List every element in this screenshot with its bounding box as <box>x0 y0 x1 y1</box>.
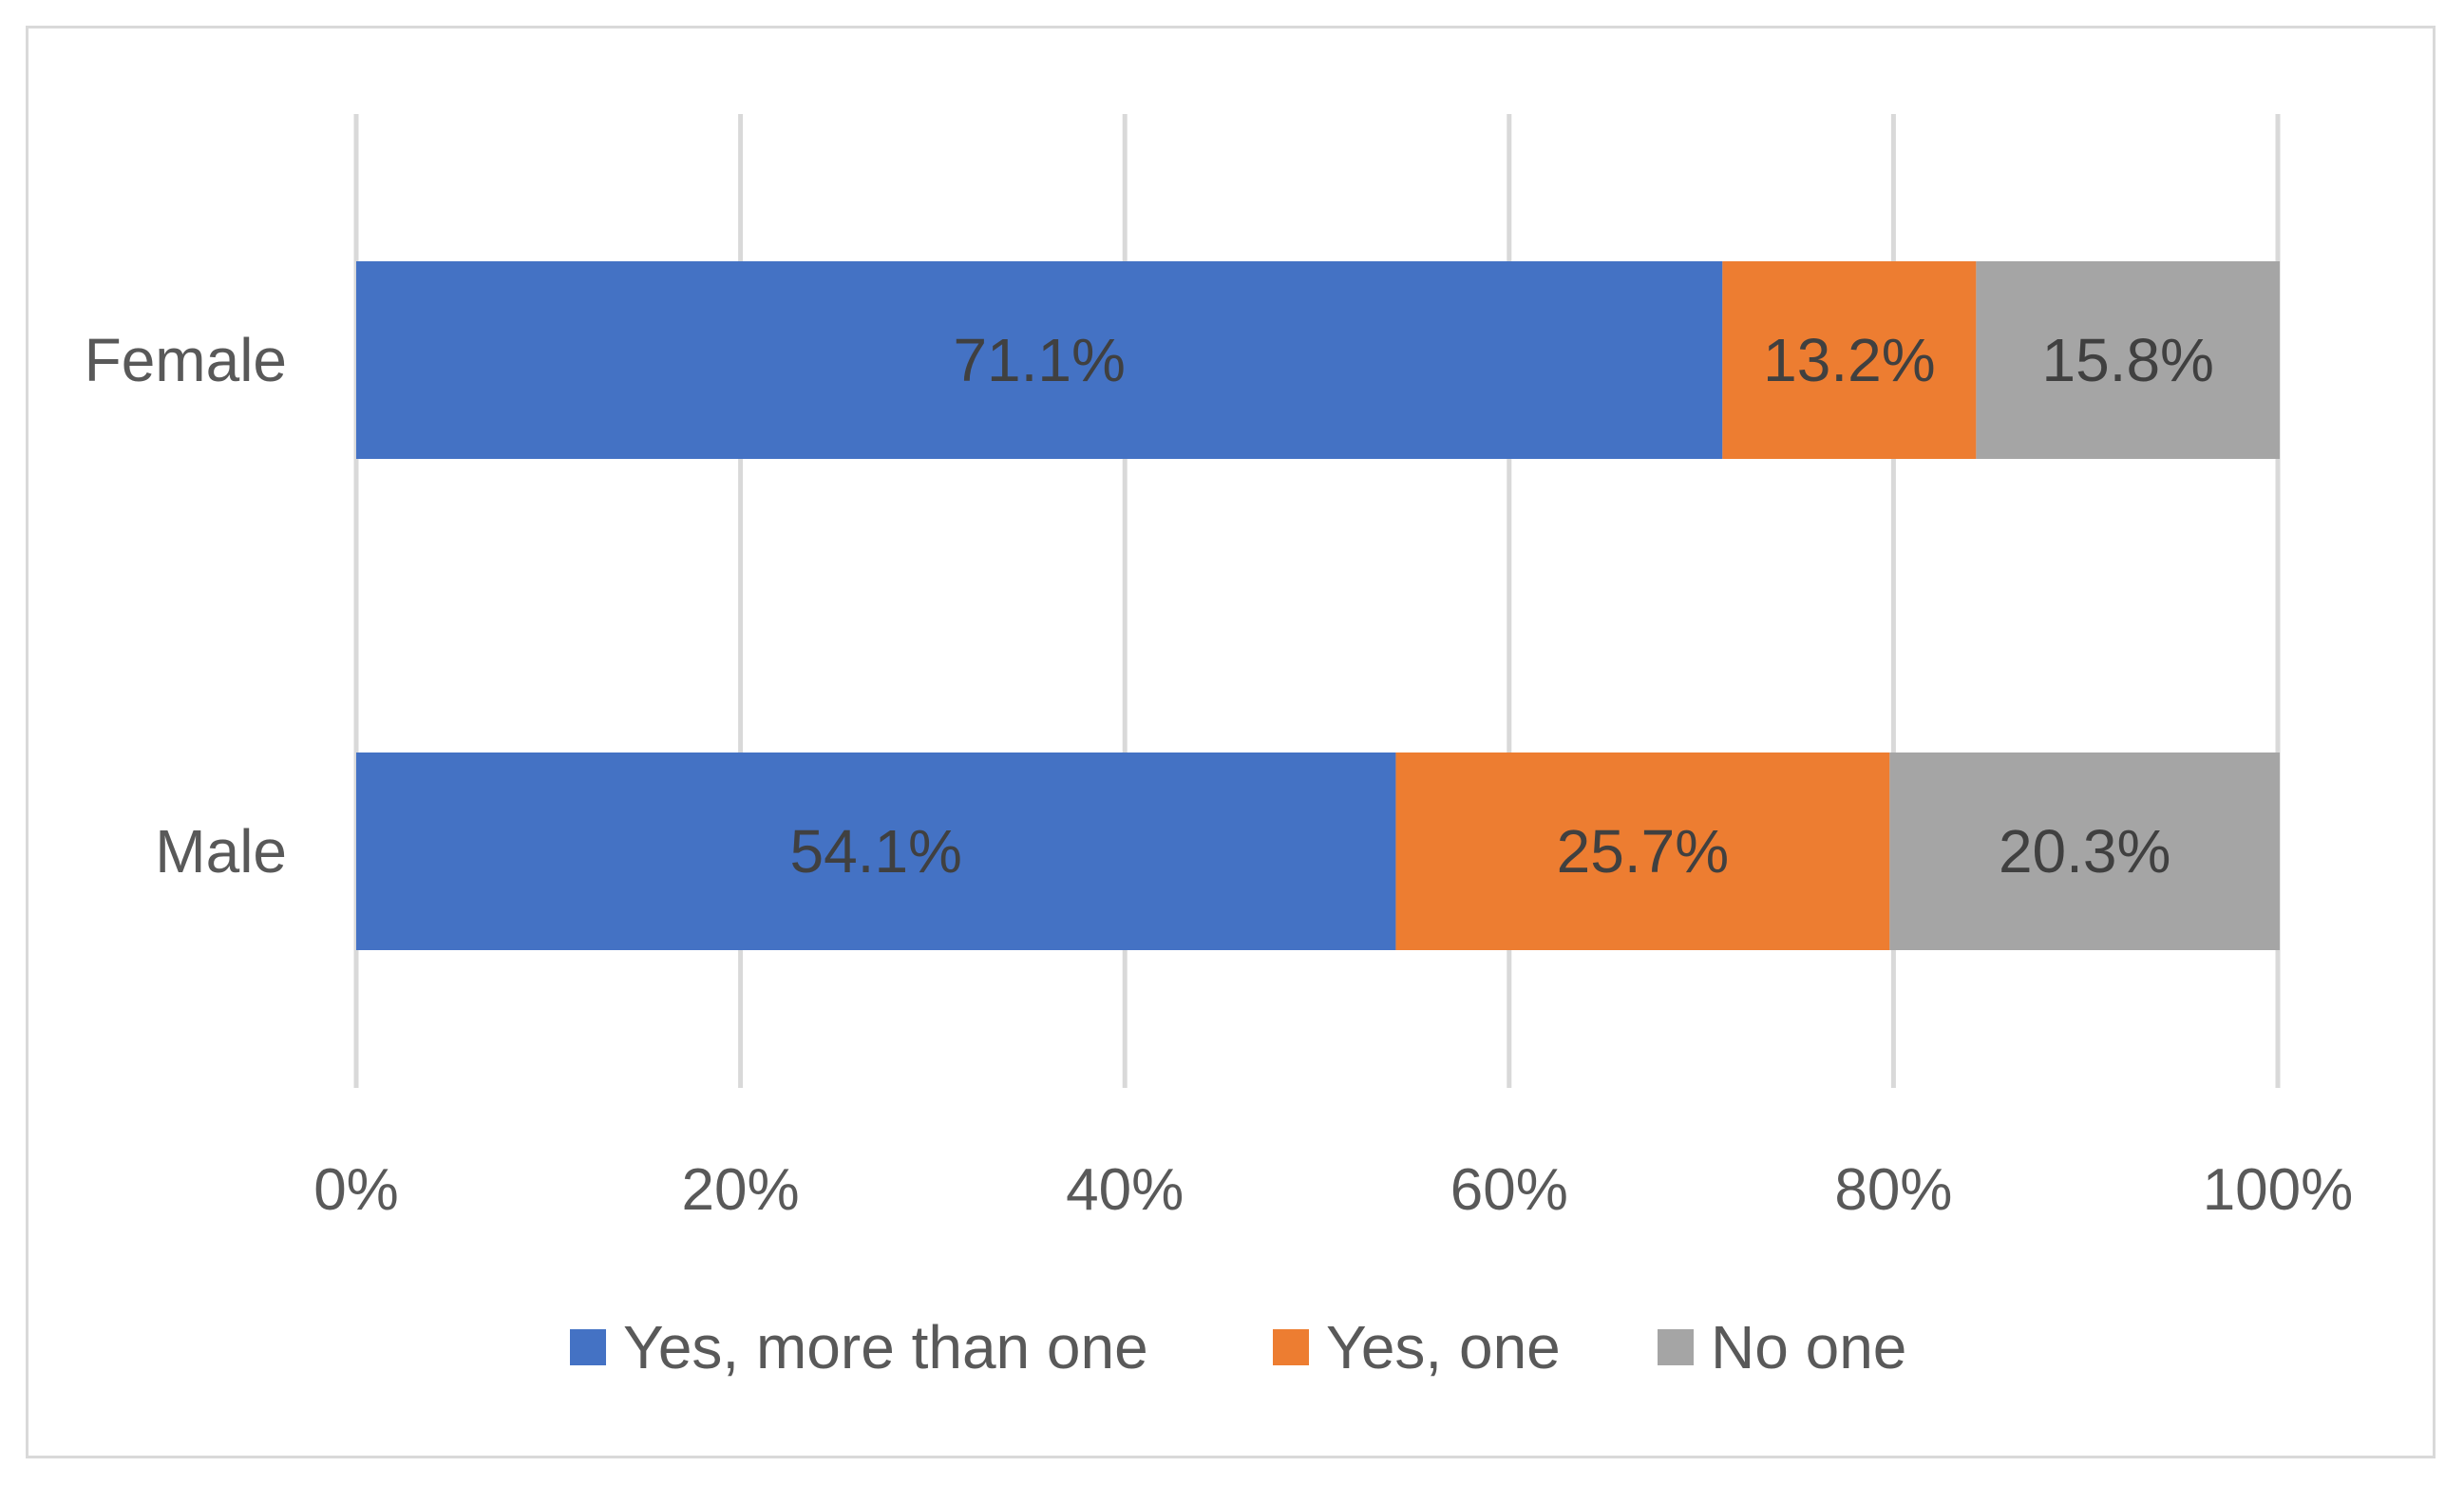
data-label: 54.1% <box>789 817 961 886</box>
legend-swatch <box>1273 1329 1309 1365</box>
category-label: Female <box>85 326 287 394</box>
chart-area: 71.1% 13.2% 15.8% 54.1% 25.7% 20.3% Female Mal… <box>26 26 2436 1458</box>
data-label: 15.8% <box>2041 326 2213 394</box>
legend-label: Yes, one <box>1326 1313 1561 1381</box>
x-tick-label: 20% <box>682 1157 800 1223</box>
bar-segment <box>1395 753 1890 950</box>
data-labels: 71.1% 13.2% 15.8% 54.1% 25.7% 20.3% <box>789 326 2213 886</box>
legend-swatch <box>1658 1329 1694 1365</box>
data-label: 71.1% <box>953 326 1125 394</box>
bar-segment <box>1889 753 2281 950</box>
category-axis-labels: Female Male <box>85 326 287 886</box>
x-tick-label: 80% <box>1834 1157 1952 1223</box>
bar-segment <box>1976 261 2281 459</box>
bar-segment <box>356 753 1396 950</box>
stacked-bar-chart: 71.1% 13.2% 15.8% 54.1% 25.7% 20.3% Female Mal… <box>85 114 2353 1381</box>
legend: Yes, more than one Yes, one No one <box>570 1313 1906 1381</box>
x-tick-label: 60% <box>1450 1157 1568 1223</box>
category-label: Male <box>155 817 287 886</box>
value-axis-labels: 0% 20% 40% 60% 80% 100% <box>313 1157 2353 1223</box>
bar-segment <box>1722 261 1977 459</box>
x-tick-label: 100% <box>2203 1157 2354 1223</box>
x-tick-label: 40% <box>1066 1157 1184 1223</box>
bars <box>356 261 2281 950</box>
data-label: 13.2% <box>1763 326 1935 394</box>
x-tick-label: 0% <box>313 1157 399 1223</box>
legend-swatch <box>570 1329 606 1365</box>
legend-label: Yes, more than one <box>623 1313 1148 1381</box>
bar-segment <box>356 261 1723 459</box>
data-label: 20.3% <box>1999 817 2170 886</box>
legend-label: No one <box>1711 1313 1906 1381</box>
data-label: 25.7% <box>1557 817 1729 886</box>
